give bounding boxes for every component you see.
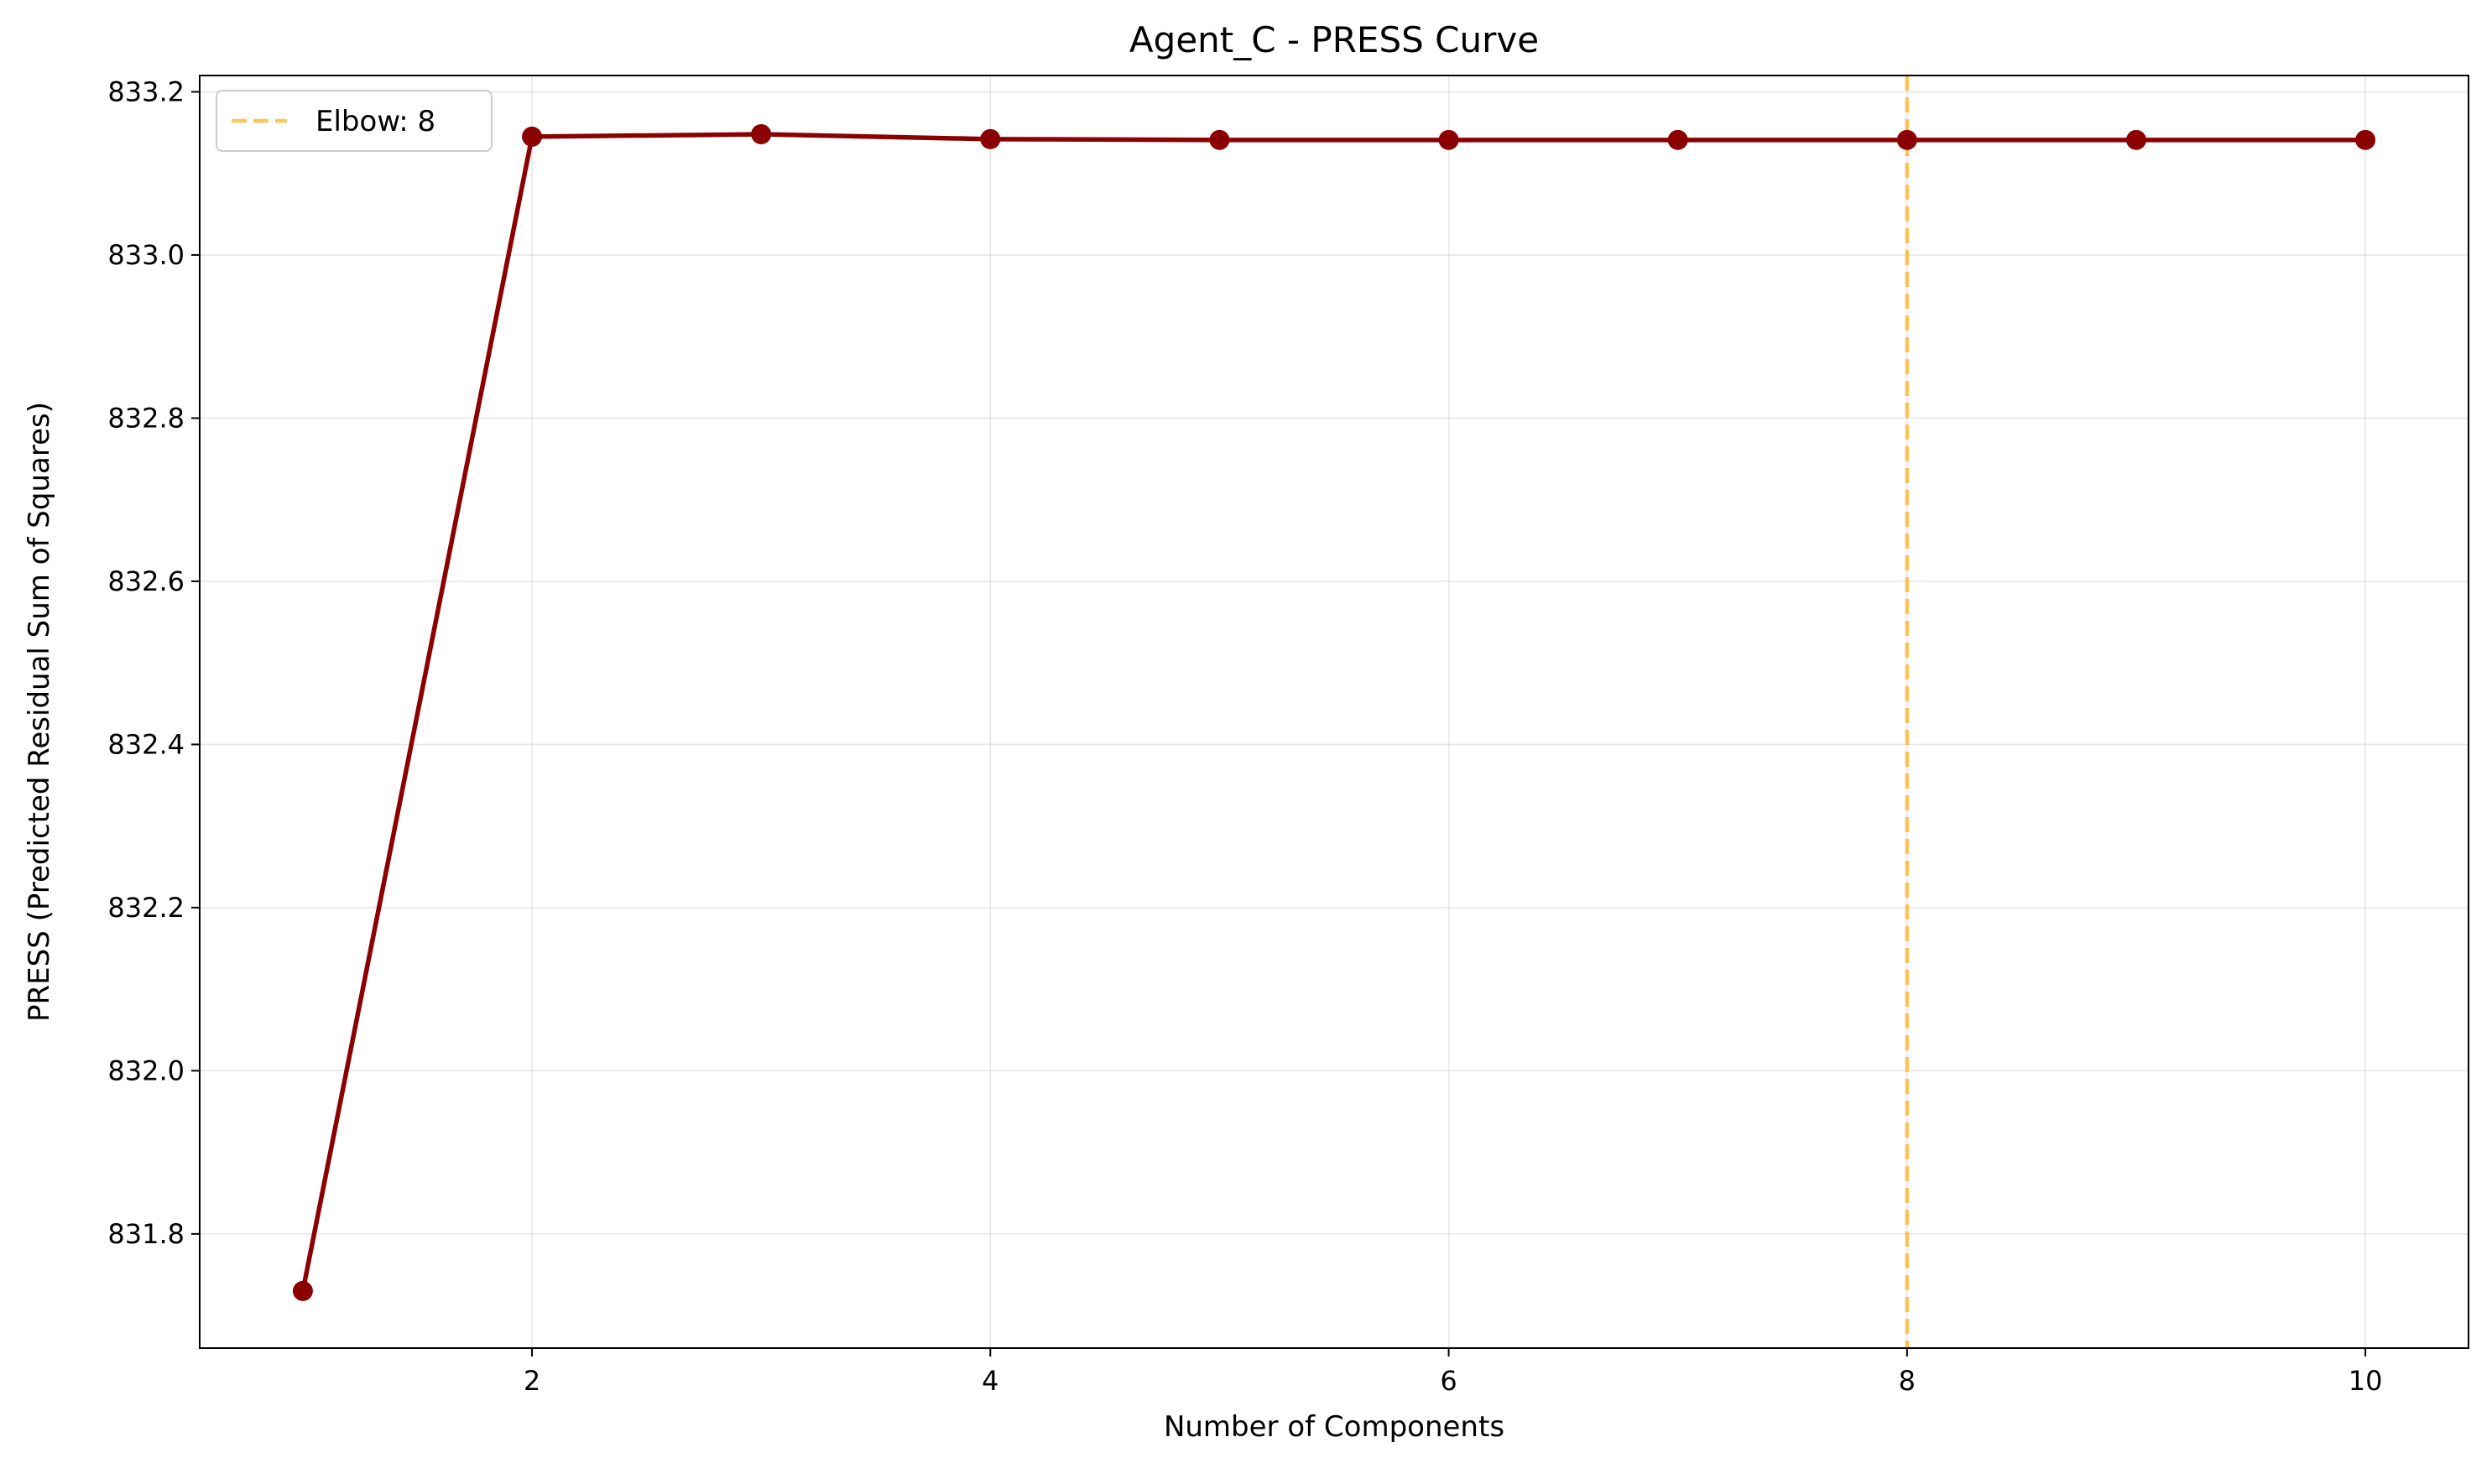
legend-box	[216, 90, 493, 152]
y-tick-label-7: 833.2	[107, 76, 185, 107]
data-point-4	[1209, 129, 1230, 150]
x-tick-label-3: 8	[1899, 1365, 1916, 1397]
data-point-9	[2355, 129, 2376, 150]
y-tick-label-3: 832.4	[107, 728, 185, 760]
data-point-5	[1438, 129, 1459, 150]
data-point-6	[1667, 129, 1688, 150]
data-point-7	[1896, 129, 1917, 150]
y-tick-label-2: 832.2	[107, 892, 185, 924]
chart-title: Agent_C - PRESS Curve	[1129, 19, 1539, 60]
y-axis-label: PRESS (Predicted Residual Sum of Squares…	[23, 402, 56, 1022]
y-tick-label-5: 832.8	[107, 402, 185, 434]
x-tick-label-1: 4	[982, 1365, 998, 1397]
y-tick-label-6: 833.0	[107, 239, 185, 271]
y-tick-label-1: 832.0	[107, 1054, 185, 1086]
x-tick-label-4: 10	[2349, 1365, 2383, 1397]
x-axis-label: Number of Components	[1164, 1410, 1504, 1444]
x-tick-label-2: 6	[1440, 1365, 1457, 1397]
series-line-0	[300, 132, 2366, 1292]
legend: Elbow: 8	[216, 90, 493, 152]
series-layer	[292, 124, 2376, 1301]
plot-frame	[199, 75, 2469, 1349]
data-point-0	[292, 1280, 313, 1301]
data-point-3	[980, 128, 1001, 149]
legend-entry-0: Elbow: 8	[315, 105, 435, 138]
y-tick-label-0: 831.8	[107, 1218, 185, 1250]
data-point-2	[751, 124, 772, 145]
data-point-8	[2125, 129, 2146, 150]
data-point-1	[522, 126, 543, 147]
grid-lines	[200, 76, 2469, 1348]
axis-ticks: 2 4 6 8 10 831.8 832.0 832.2 832.4 832.6 832.8 833.…	[107, 76, 2382, 1397]
x-tick-label-0: 2	[524, 1365, 540, 1397]
y-tick-label-4: 832.6	[107, 565, 185, 597]
